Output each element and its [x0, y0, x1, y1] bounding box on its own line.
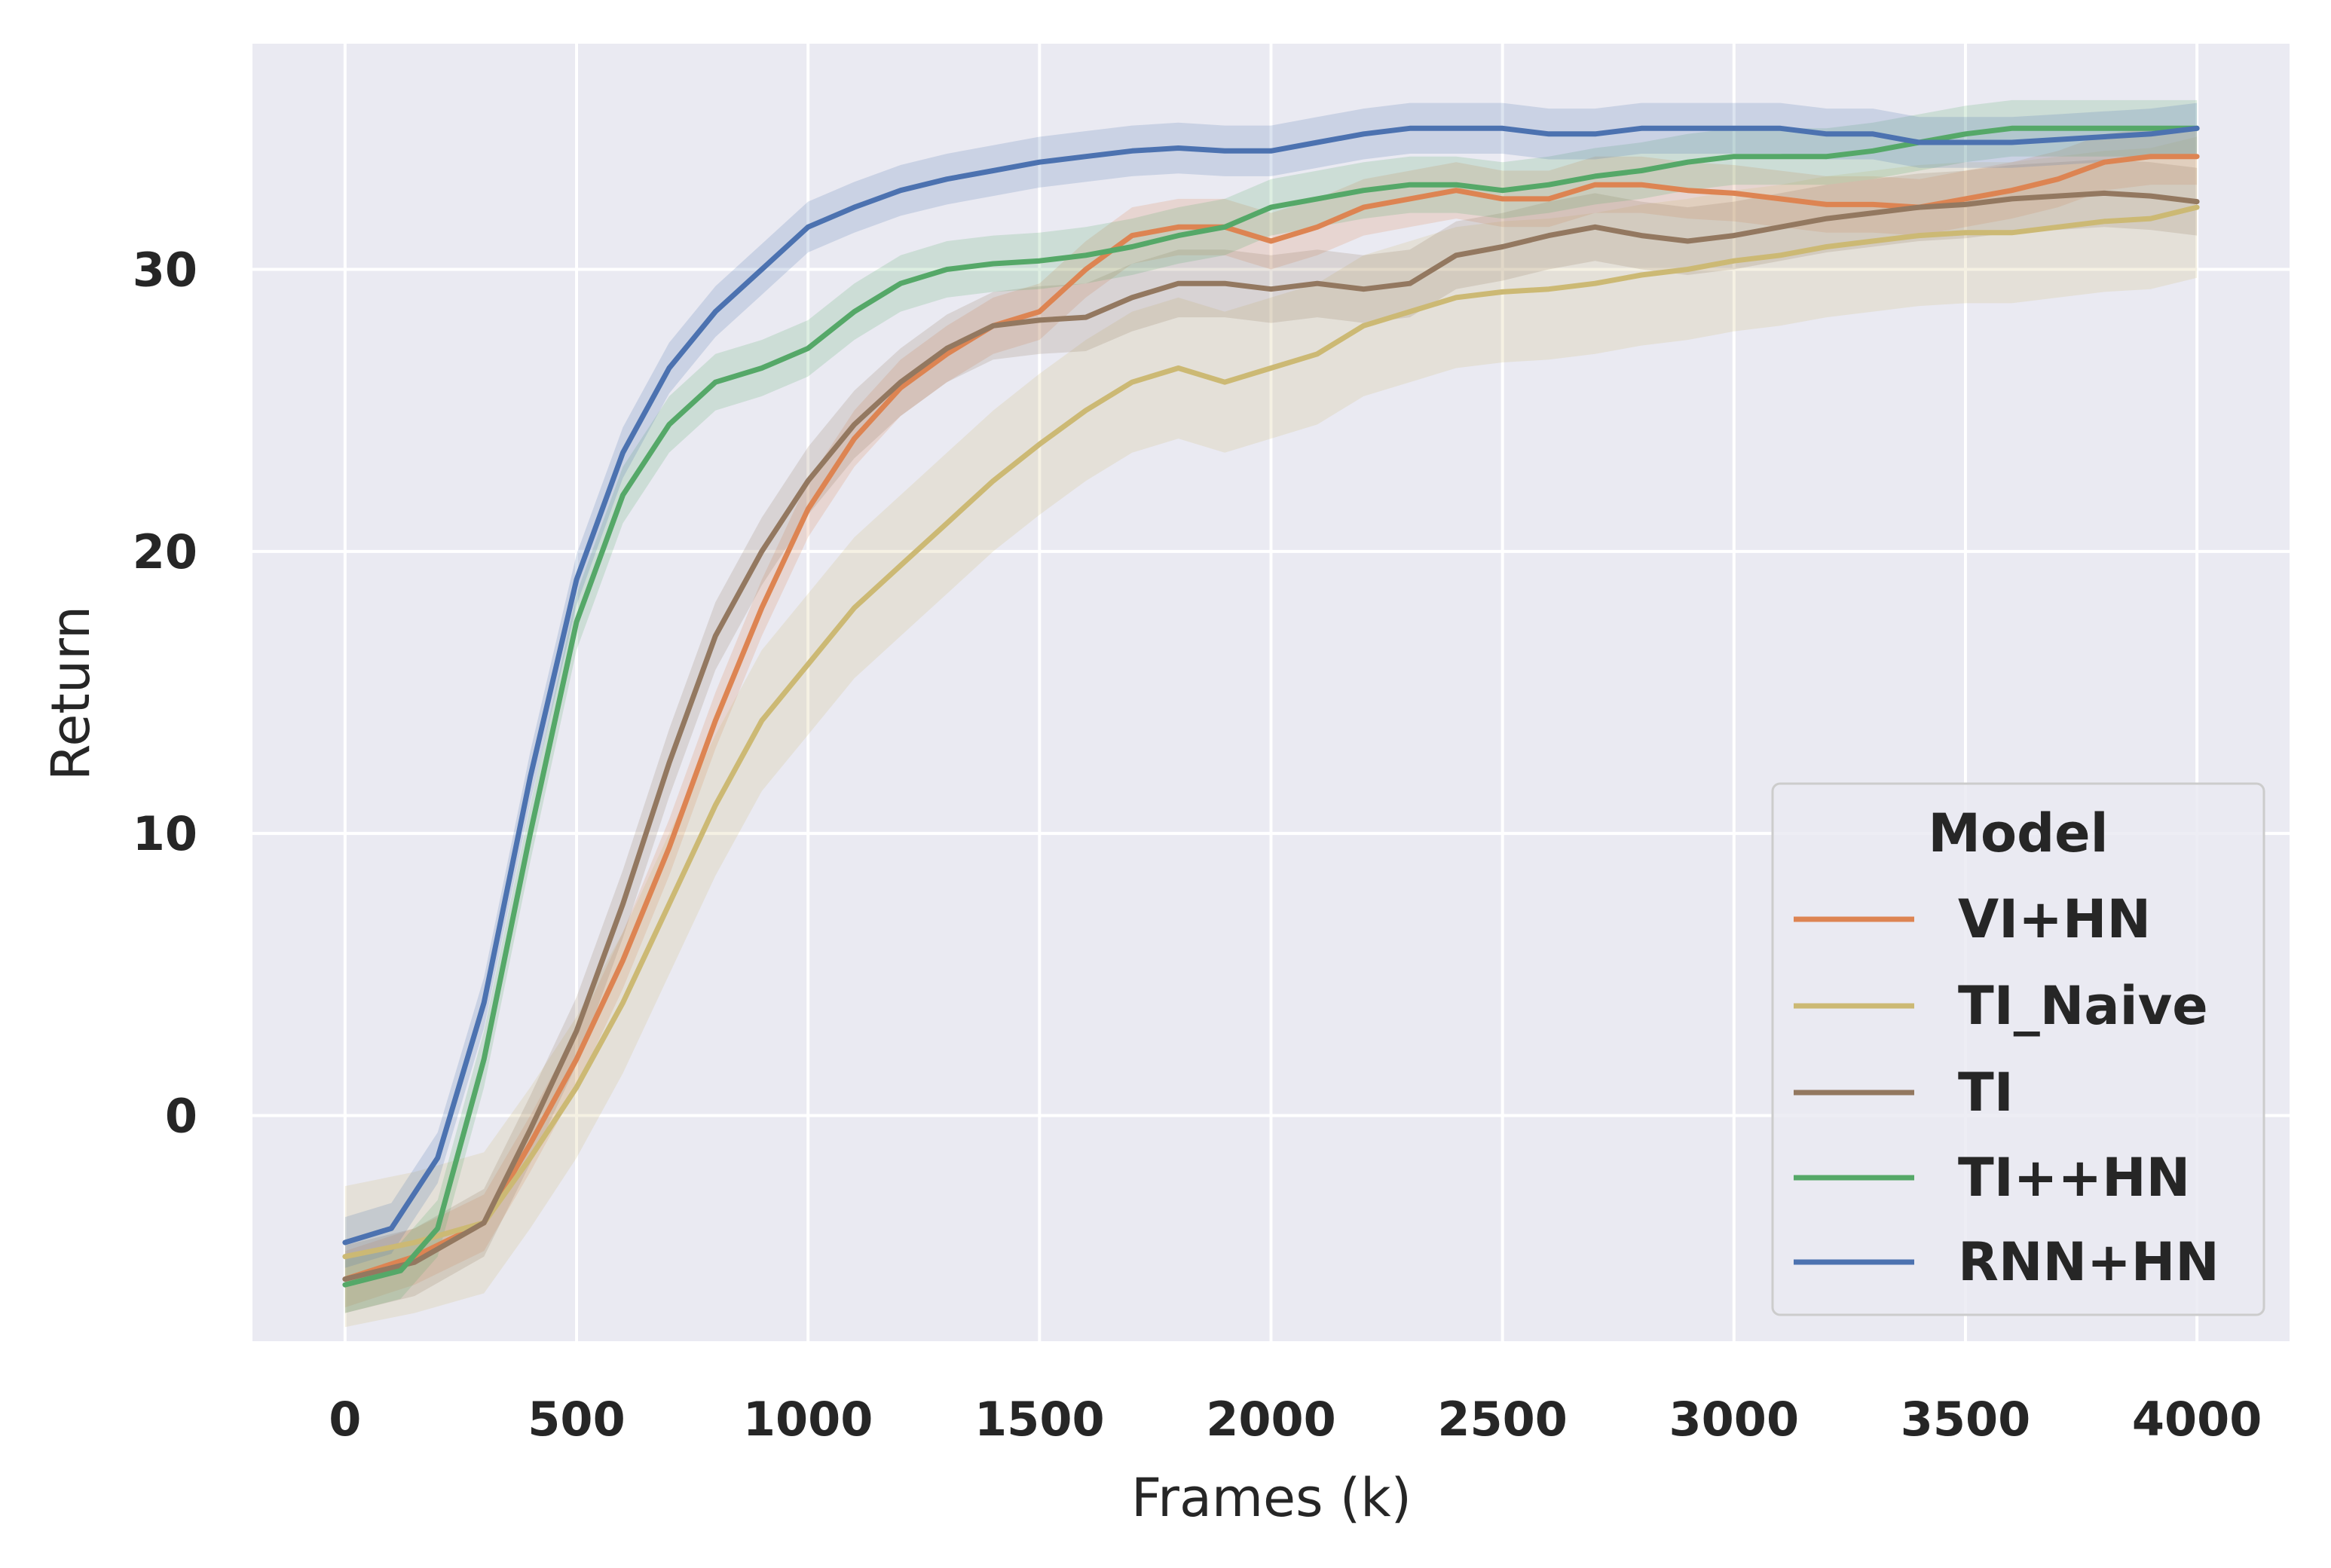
- y-tick-label: 0: [165, 1089, 197, 1144]
- x-tick-label: 1000: [743, 1392, 873, 1447]
- series-line: [342, 154, 2200, 1282]
- x-tick-label: 2500: [1437, 1392, 1568, 1447]
- legend-label: TI: [1958, 1062, 2014, 1123]
- y-tick-label: 10: [133, 806, 197, 861]
- x-tick-label: 1500: [974, 1392, 1105, 1447]
- series-lines: [342, 125, 2200, 1288]
- confidence-band: [344, 159, 2198, 1313]
- y-tick-label: 30: [133, 242, 197, 297]
- legend-items: VI+HN TI_Naive TI TI++HN RNN+HN: [1794, 888, 2219, 1293]
- x-axis-label: Frames (k): [1131, 1467, 1412, 1529]
- legend: Model VI+HN TI_Naive TI TI++HN RNN+HN: [1771, 782, 2265, 1316]
- x-tick-label: 3500: [1901, 1392, 2031, 1447]
- y-axis-label: Return: [40, 606, 102, 781]
- x-tick-label: 4000: [2132, 1392, 2262, 1447]
- x-tick-label: 3000: [1669, 1392, 1800, 1447]
- y-axis-ticks: 0 10 20 30: [133, 242, 197, 1143]
- series-line: [342, 204, 2200, 1260]
- x-axis-ticks: 0 500 1000 1500 2000 2500 3000 3500 4000: [329, 1392, 2262, 1447]
- x-tick-label: 500: [528, 1392, 625, 1447]
- y-tick-label: 20: [133, 524, 197, 579]
- legend-box: [1771, 782, 2265, 1316]
- series-line: [342, 125, 2200, 1246]
- legend-title: Model: [1928, 802, 2108, 864]
- x-tick-label: 0: [329, 1392, 361, 1447]
- legend-label: TI_Naive: [1958, 975, 2208, 1037]
- series-line: [342, 190, 2200, 1282]
- legend-label: VI+HN: [1958, 888, 2151, 950]
- confidence-band: [344, 136, 2198, 1328]
- legend-label: RNN+HN: [1958, 1231, 2219, 1293]
- legend-label: TI++HN: [1958, 1147, 2190, 1209]
- x-tick-label: 2000: [1206, 1392, 1336, 1447]
- series-line: [342, 125, 2200, 1288]
